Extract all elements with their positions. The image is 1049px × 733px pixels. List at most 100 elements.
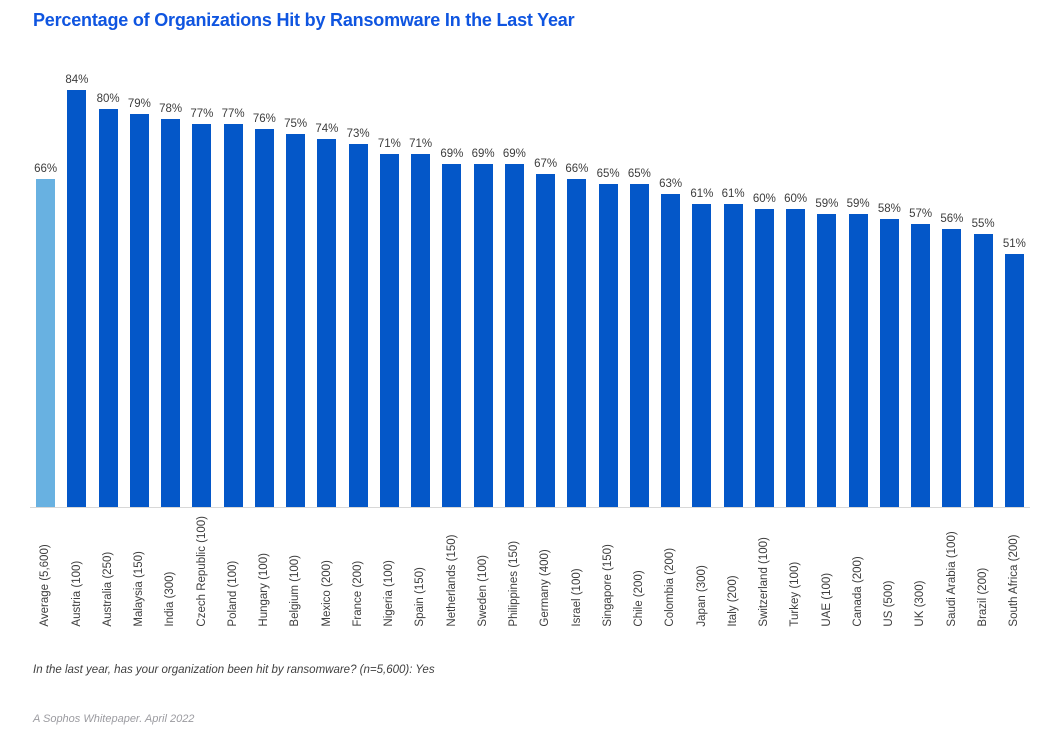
country-bar [192, 124, 212, 507]
country-bar [723, 203, 743, 507]
country-bar [848, 213, 868, 507]
bar-column: 77% [218, 108, 249, 507]
x-axis-label: Japan (300) [695, 565, 708, 627]
bar-column: 66% [30, 163, 61, 507]
x-axis-label: UAE (100) [820, 572, 833, 627]
x-axis-tick-cell: South Africa (200) [999, 508, 1030, 627]
country-bar [911, 223, 931, 507]
country-bar [504, 164, 524, 507]
country-bar [98, 109, 118, 507]
x-axis-tick-cell: UK (300) [905, 508, 936, 627]
x-axis-tick-cell: Mexico (200) [311, 508, 342, 627]
x-axis-label: Czech Republic (100) [195, 516, 208, 627]
bar-column: 67% [530, 158, 561, 507]
bar-value-label: 71% [377, 138, 401, 151]
country-bar [567, 179, 587, 507]
bar-value-label: 58% [877, 202, 901, 215]
country-bar [629, 183, 649, 507]
bar-column: 69% [468, 148, 499, 507]
bar-value-label: 76% [252, 113, 276, 126]
x-axis-tick-cell: Sweden (100) [468, 508, 499, 627]
x-axis-label: Poland (100) [226, 560, 239, 627]
country-bar [661, 193, 681, 507]
x-axis-label: Sweden (100) [476, 554, 489, 627]
bar-column: 57% [905, 208, 936, 507]
bar-value-label: 60% [784, 192, 808, 205]
bar-column: 78% [155, 103, 186, 507]
bar-value-label: 69% [502, 148, 526, 161]
x-axis-tick-cell: UAE (100) [811, 508, 842, 627]
x-axis-tick-cell: Czech Republic (100) [186, 508, 217, 627]
bar-value-label: 84% [65, 73, 89, 86]
x-axis-tick-cell: France (200) [343, 508, 374, 627]
x-axis-tick-cell: Malaysia (150) [124, 508, 155, 627]
bar-value-label: 69% [440, 148, 464, 161]
bar-column: 71% [374, 138, 405, 507]
bar-column: 56% [936, 213, 967, 507]
bar-column: 77% [186, 108, 217, 507]
country-bar [973, 233, 993, 507]
x-axis-tick-cell: Italy (200) [718, 508, 749, 626]
country-bar [786, 208, 806, 507]
x-axis-label: Netherlands (150) [445, 534, 458, 627]
bar-value-label: 59% [815, 197, 839, 210]
x-axis-label: Mexico (200) [320, 560, 333, 627]
x-axis-tick-cell: Saudi Arabia (100) [936, 508, 967, 626]
bar-value-label: 65% [627, 167, 651, 180]
bar-column: 84% [61, 73, 92, 507]
x-axis-tick-cell: Chile (200) [624, 508, 655, 627]
x-axis-tick-cell: Germany (400) [530, 508, 561, 627]
x-axis-label: South Africa (200) [1008, 534, 1021, 627]
x-axis-tick-cell: Brazil (200) [968, 508, 999, 627]
bar-column: 73% [343, 128, 374, 507]
x-axis-tick-cell: Average (5,600) [30, 508, 61, 627]
bar-column: 69% [436, 148, 467, 507]
bar-column: 66% [561, 163, 592, 507]
bar-column: 60% [780, 193, 811, 507]
x-axis-label: US (500) [883, 580, 896, 627]
x-axis-labels-row: Average (5,600) Austria (100) Australia (2… [30, 508, 1030, 627]
bar-column: 75% [280, 118, 311, 507]
x-axis-label: Malaysia (150) [133, 551, 146, 627]
x-axis-label: Chile (200) [633, 570, 646, 627]
bar-column: 65% [593, 168, 624, 507]
x-axis-label: Hungary (100) [258, 553, 271, 627]
chart-title: Percentage of Organizations Hit by Ranso… [33, 10, 575, 30]
bar-column: 74% [311, 123, 342, 507]
x-axis-label: Average (5,600) [39, 544, 52, 627]
bar-column: 76% [249, 113, 280, 507]
country-bar [942, 228, 962, 507]
average-bar [36, 179, 56, 507]
country-bar [442, 164, 462, 507]
x-axis-label: Belgium (100) [289, 555, 302, 627]
x-axis-tick-cell: Austria (100) [61, 508, 92, 627]
bar-value-label: 65% [596, 167, 620, 180]
bar-column: 79% [124, 98, 155, 507]
bar-column: 69% [499, 148, 530, 507]
bar-value-label: 77% [221, 108, 245, 121]
x-axis-tick-cell: Spain (150) [405, 508, 436, 627]
country-bar [879, 218, 899, 507]
bar-value-label: 78% [159, 103, 183, 116]
country-bar [286, 134, 306, 507]
x-axis-label: Germany (400) [539, 549, 552, 627]
country-bar [536, 174, 556, 507]
country-bar [817, 213, 837, 507]
country-bar [473, 164, 493, 507]
x-axis-label: Canada (200) [851, 556, 864, 627]
bar-column: 80% [93, 93, 124, 507]
x-axis-label: Spain (150) [414, 567, 427, 627]
bar-column: 61% [686, 188, 717, 507]
x-axis-label: India (300) [164, 571, 177, 627]
country-bar [598, 183, 618, 507]
x-axis-tick-cell: Poland (100) [218, 508, 249, 627]
x-axis-label: Austria (100) [70, 560, 83, 627]
source-citation: A Sophos Whitepaper. April 2022 [33, 713, 195, 725]
x-axis-tick-cell: Japan (300) [686, 508, 717, 627]
bar-value-label: 77% [190, 108, 214, 121]
bar-value-label: 51% [1002, 237, 1026, 250]
bar-column: 71% [405, 138, 436, 507]
x-axis-tick-cell: India (300) [155, 508, 186, 627]
x-axis-label: Brazil (200) [976, 567, 989, 627]
